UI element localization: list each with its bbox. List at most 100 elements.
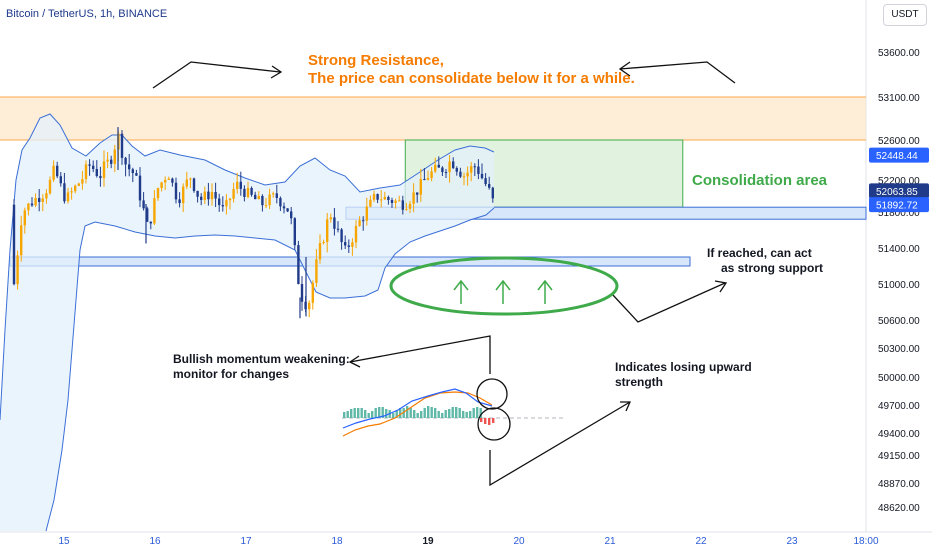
candle-body bbox=[146, 208, 149, 222]
candle-body bbox=[311, 282, 314, 303]
histogram-bar bbox=[357, 408, 360, 418]
candle-body bbox=[452, 161, 455, 169]
candle-body bbox=[131, 169, 134, 174]
arrow-losing-head bbox=[620, 401, 632, 412]
circle-indicator-bottom bbox=[477, 407, 511, 441]
histogram-bar bbox=[395, 410, 398, 418]
histogram-bar bbox=[420, 411, 423, 418]
candle-body bbox=[264, 205, 268, 207]
resistance-note-line-2: The price can consolidate below it for a… bbox=[308, 70, 635, 87]
consolidation-label: Consolidation area bbox=[692, 172, 828, 189]
currency-button[interactable]: USDT bbox=[883, 4, 927, 26]
candle-body bbox=[455, 168, 458, 172]
candle-body bbox=[153, 198, 156, 224]
bollinger-band bbox=[0, 113, 495, 532]
histogram-bar bbox=[392, 413, 395, 418]
y-tick-label: 49150.00 bbox=[878, 451, 920, 462]
candle-body bbox=[160, 182, 163, 189]
x-tick-label: 20 bbox=[513, 536, 525, 547]
candle-body bbox=[365, 206, 368, 221]
price-tags: 52448.44 52063.85 51892.72 bbox=[869, 147, 929, 213]
x-tick-label: 19 bbox=[422, 536, 434, 547]
bullish-note-line-2: monitor for changes bbox=[173, 367, 289, 381]
y-tick-label: 50300.00 bbox=[878, 344, 920, 355]
candle-body bbox=[282, 206, 286, 209]
symbol-title[interactable]: Bitcoin / TetherUS, 1h, BINANCE bbox=[6, 8, 168, 20]
candle-body bbox=[408, 203, 412, 209]
candle-body bbox=[23, 210, 26, 226]
candle-body bbox=[308, 302, 311, 310]
candle-body bbox=[358, 220, 361, 226]
candle-body bbox=[239, 181, 242, 189]
histogram-bar bbox=[437, 411, 440, 418]
histogram-bar bbox=[350, 409, 353, 418]
candle-body bbox=[261, 195, 264, 206]
candle-body bbox=[412, 192, 415, 204]
candle-body bbox=[250, 188, 253, 195]
support-ellipse bbox=[389, 256, 619, 316]
candle-body bbox=[189, 178, 192, 180]
candle-body bbox=[297, 245, 300, 285]
y-tick-label: 50000.00 bbox=[878, 373, 920, 384]
momentum-indicator bbox=[342, 388, 566, 437]
candle-body bbox=[286, 208, 289, 212]
candle-body bbox=[315, 259, 318, 283]
y-tick-label: 51000.00 bbox=[878, 280, 920, 291]
candle-body bbox=[102, 161, 106, 179]
price-tag bbox=[869, 183, 929, 199]
candle-body bbox=[20, 225, 23, 256]
candle-body bbox=[74, 185, 77, 192]
bullish-note-line-1: Bullish momentum weakening: bbox=[173, 352, 350, 366]
candle-body bbox=[257, 195, 260, 200]
price-tag-label: 52448.44 bbox=[876, 151, 918, 162]
candle-body bbox=[27, 203, 30, 211]
candle-body bbox=[398, 200, 401, 202]
histogram-bar bbox=[364, 410, 367, 418]
candle-body bbox=[405, 208, 408, 210]
support-note-line-2: as strong support bbox=[721, 261, 823, 275]
candle-body bbox=[218, 198, 221, 206]
x-tick-label: 22 bbox=[695, 536, 707, 547]
candle-body bbox=[376, 194, 379, 200]
time-axis[interactable]: 15 16 17 18 19 20 21 22 23 18:00 bbox=[58, 536, 879, 547]
up-arrow-head bbox=[495, 279, 511, 291]
histogram-bar bbox=[430, 407, 433, 418]
x-tick-label: 16 bbox=[149, 536, 161, 547]
candle-body bbox=[45, 193, 48, 199]
up-arrow-head bbox=[453, 279, 469, 291]
candle-body bbox=[207, 191, 210, 200]
candle-body bbox=[48, 179, 52, 194]
candle-body bbox=[426, 178, 430, 180]
histogram-bar bbox=[378, 407, 381, 418]
arrow-support bbox=[611, 282, 726, 323]
candle-body bbox=[66, 192, 70, 202]
candle-body bbox=[138, 175, 142, 201]
histogram-bar bbox=[434, 408, 437, 418]
candle-body bbox=[272, 193, 275, 195]
candle-body bbox=[448, 161, 451, 173]
candle-body bbox=[329, 217, 332, 220]
price-axis[interactable]: 53600.00 53100.00 52600.00 52200.00 51800.00… bbox=[878, 48, 920, 514]
candle-body bbox=[441, 167, 444, 173]
y-tick-label: 52600.00 bbox=[878, 136, 920, 147]
histogram-bar bbox=[381, 407, 384, 418]
candle-body bbox=[290, 211, 293, 219]
candle-body bbox=[156, 188, 160, 199]
candle-body bbox=[275, 193, 278, 198]
candle-body bbox=[246, 188, 250, 197]
candle-body bbox=[70, 191, 73, 193]
x-tick-label: 18 bbox=[331, 536, 343, 547]
candle-body bbox=[333, 217, 336, 229]
candle-body bbox=[221, 205, 224, 207]
candle-body bbox=[200, 196, 203, 200]
candle-body bbox=[99, 176, 102, 179]
resistance-zone bbox=[0, 97, 866, 140]
band-fill bbox=[0, 114, 494, 531]
histogram-bar bbox=[406, 406, 409, 418]
candle-body bbox=[41, 198, 44, 202]
histogram-bar bbox=[385, 409, 388, 418]
candle-body bbox=[164, 179, 167, 183]
candle-body bbox=[185, 179, 188, 187]
arrow-left-resistance bbox=[152, 61, 281, 89]
